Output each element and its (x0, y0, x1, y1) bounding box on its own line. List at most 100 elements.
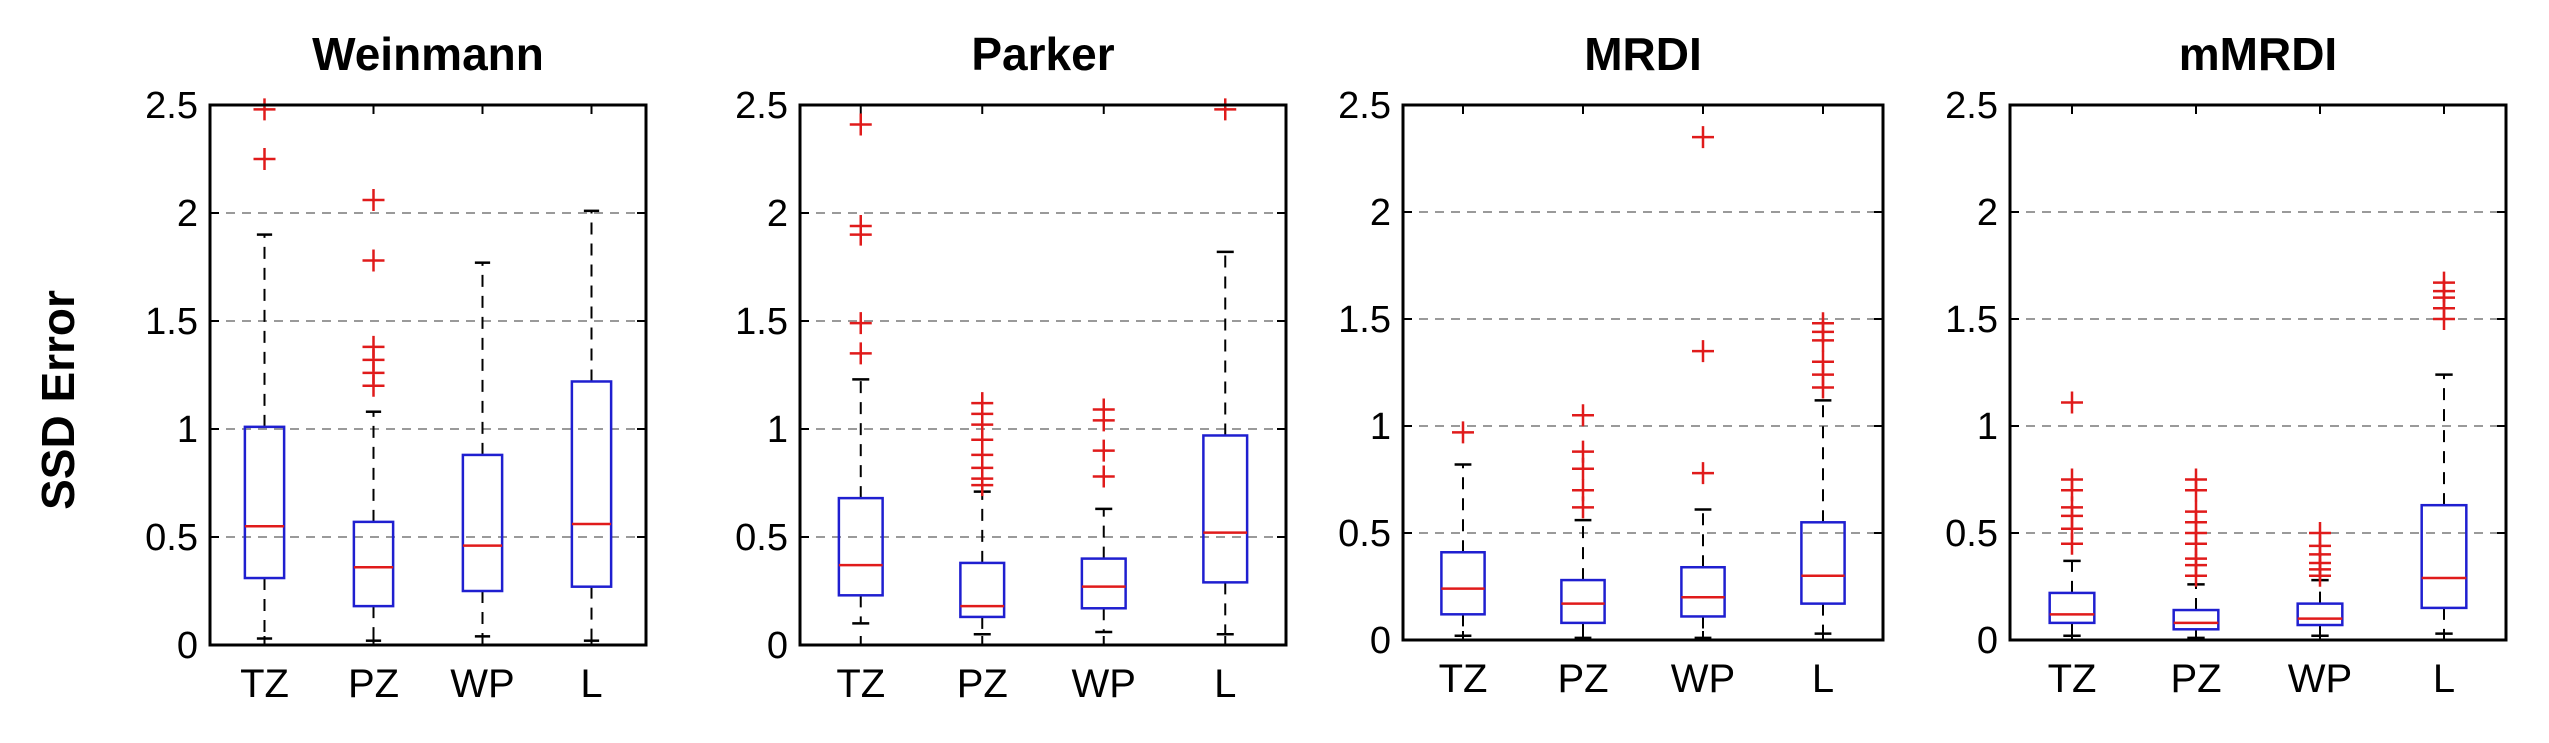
outlier-marker (362, 335, 385, 358)
outlier-marker (2061, 391, 2083, 414)
x-tick-label: TZ (240, 662, 289, 706)
outlier-marker (2061, 468, 2083, 491)
outlier-marker (849, 342, 872, 365)
outlier-marker (849, 113, 872, 136)
y-tick-label: 0.5 (1338, 513, 1391, 555)
box-pz (959, 561, 1006, 619)
outlier-marker (1692, 340, 1714, 363)
outlier-marker (1812, 312, 1834, 335)
outlier-marker (1572, 440, 1594, 463)
box-marks (243, 98, 613, 642)
box-pz (1560, 578, 1606, 625)
box-tz (243, 425, 286, 580)
panel-title: Weinmann (312, 28, 544, 80)
x-tick-label: WP (1072, 662, 1136, 706)
box-marks (1440, 126, 1846, 640)
grid-lines (2010, 211, 2506, 534)
y-tick-label: 1.5 (1945, 299, 1998, 341)
x-tick-label: WP (450, 662, 514, 706)
x-tick-labels: TZ PZ WP L (836, 662, 1236, 706)
x-tick-label: PZ (348, 662, 399, 706)
outlier-marker (1214, 98, 1237, 121)
panel-title: mMRDI (2179, 28, 2337, 80)
x-tick-label: WP (2288, 657, 2352, 701)
grid-lines (210, 212, 646, 538)
y-tick-label: 0.5 (145, 517, 198, 559)
y-ticks: 0 0.5 1 1.5 2 2.5 (1338, 85, 1883, 662)
box-l (2420, 503, 2468, 610)
y-ticks: 0 0.5 1 1.5 2 2.5 (735, 85, 1286, 667)
y-tick-label: 0 (767, 625, 788, 667)
outlier-marker (1092, 439, 1115, 462)
y-tick-label: 1.5 (1338, 299, 1391, 341)
y-tick-label: 0.5 (1945, 513, 1998, 555)
y-tick-label: 2.5 (1338, 85, 1391, 127)
outlier-marker (1572, 404, 1594, 427)
box-wp (1080, 557, 1127, 610)
outlier-marker (1452, 421, 1474, 444)
x-tick-label: TZ (1439, 657, 1488, 701)
y-tick-label: 0.5 (735, 517, 788, 559)
outlier-marker (2185, 468, 2207, 491)
box-wp (2296, 602, 2344, 627)
box-tz (2048, 591, 2096, 625)
axes-frame (2008, 103, 2508, 642)
grid-lines (1403, 211, 1883, 534)
box-wp (461, 453, 504, 593)
box-l (1800, 521, 1846, 605)
y-tick-label: 0 (177, 625, 198, 667)
y-tick-label: 1.5 (735, 301, 788, 343)
axes-frame (208, 103, 648, 647)
axes-frame (798, 103, 1288, 647)
outlier-marker (1692, 126, 1714, 149)
box-l (1202, 434, 1249, 584)
y-axis-label: SSD Error (32, 290, 84, 510)
x-tick-labels: TZ PZ WP L (2048, 657, 2456, 701)
x-tick-label: L (580, 662, 602, 706)
y-tick-label: 2 (177, 193, 198, 235)
y-tick-label: 2.5 (735, 85, 788, 127)
outlier-marker (253, 148, 276, 170)
y-tick-label: 2 (1977, 192, 1998, 234)
y-tick-label: 1 (1370, 406, 1391, 448)
x-tick-label: L (2433, 657, 2455, 701)
outlier-marker (1092, 398, 1115, 421)
grid-lines (800, 212, 1286, 538)
panel-mrdi: MRDI 0 0.5 1 1.5 2 2.5 TZ PZ WP L (1338, 28, 1885, 701)
outlier-marker (1692, 462, 1714, 485)
y-tick-label: 0 (1977, 620, 1998, 662)
box-pz (2172, 608, 2220, 631)
panel-title: Parker (971, 28, 1114, 80)
x-tick-labels: TZ PZ WP L (1439, 657, 1835, 701)
box-l (570, 380, 613, 588)
x-tick-label: PZ (1557, 657, 1608, 701)
x-tick-labels: TZ PZ WP L (240, 662, 603, 706)
y-tick-label: 2.5 (145, 85, 198, 127)
outlier-marker (362, 189, 385, 212)
outlier-marker (1092, 465, 1115, 488)
axes-frame (1401, 103, 1885, 642)
panel-parker: Parker 0 0.5 1 1.5 2 2.5 TZ PZ WP L (735, 28, 1288, 706)
outlier-marker (2309, 522, 2331, 544)
outlier-marker (971, 392, 994, 415)
outlier-marker (2185, 500, 2207, 523)
outlier-marker (849, 214, 872, 237)
box-marks (2048, 271, 2468, 640)
panel-mmrdi: mMRDI 0 0.5 1 1.5 2 2.5 TZ PZ WP L (1945, 28, 2508, 701)
y-tick-label: 2 (1370, 192, 1391, 234)
outlier-marker (1812, 350, 1834, 373)
outlier-marker (849, 312, 872, 335)
outlier-marker (362, 249, 385, 272)
x-tick-label: TZ (2048, 657, 2097, 701)
outlier-marker (2433, 271, 2455, 294)
box-pz (352, 520, 395, 608)
y-ticks: 0 0.5 1 1.5 2 2.5 (1945, 85, 2506, 662)
y-tick-label: 2 (767, 193, 788, 235)
outlier-marker (253, 98, 276, 121)
y-tick-label: 0 (1370, 620, 1391, 662)
y-tick-label: 1 (767, 409, 788, 451)
x-tick-label: PZ (2170, 657, 2221, 701)
y-tick-label: 1 (177, 409, 198, 451)
y-tick-label: 1.5 (145, 301, 198, 343)
